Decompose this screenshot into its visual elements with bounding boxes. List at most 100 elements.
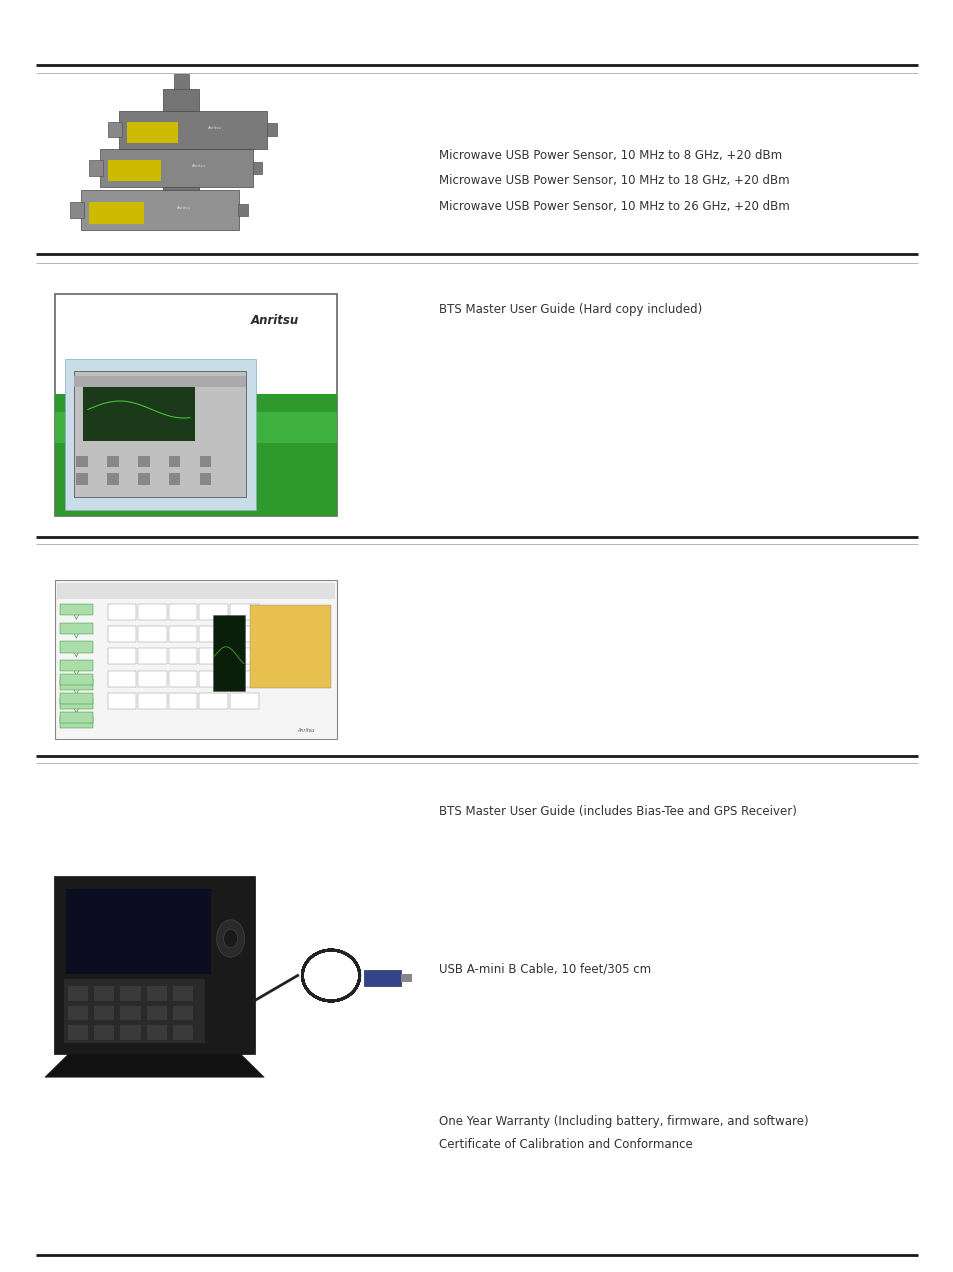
Text: Microwave USB Power Sensor, 10 MHz to 26 GHz, +20 dBm: Microwave USB Power Sensor, 10 MHz to 26… (438, 200, 789, 212)
Bar (55, 580, 336, 739)
Bar (57, 583, 335, 599)
Bar (199, 649, 228, 664)
Bar (169, 649, 197, 664)
Bar (400, 974, 412, 982)
Bar (74, 371, 246, 497)
Bar (169, 670, 197, 687)
Bar (69, 1025, 89, 1039)
Text: Microwave USB Power Sensor, 10 MHz to 18 GHz, +20 dBm: Microwave USB Power Sensor, 10 MHz to 18… (438, 174, 789, 187)
Text: Anritsu: Anritsu (173, 113, 189, 117)
Bar (119, 111, 267, 149)
Text: Anritsu: Anritsu (176, 206, 191, 210)
Bar (65, 979, 204, 1043)
Bar (173, 74, 189, 89)
Bar (120, 986, 140, 1001)
Bar (230, 604, 258, 619)
Bar (172, 986, 193, 1001)
Bar (83, 384, 194, 440)
Bar (169, 473, 180, 485)
Bar (69, 1006, 89, 1020)
Bar (76, 455, 88, 467)
Bar (108, 670, 136, 687)
Bar (100, 149, 253, 187)
Bar (60, 712, 93, 722)
Bar (70, 202, 84, 218)
Bar (94, 986, 114, 1001)
Bar (52, 88, 357, 238)
Bar (55, 412, 336, 443)
Bar (199, 626, 228, 642)
Bar (60, 641, 93, 653)
Bar (147, 1006, 167, 1020)
Bar (60, 660, 93, 672)
Bar (108, 649, 136, 664)
Bar (127, 122, 178, 144)
Bar (89, 202, 144, 224)
Bar (169, 626, 197, 642)
Circle shape (223, 929, 237, 948)
Bar (172, 1006, 193, 1020)
Bar (108, 626, 136, 642)
Bar (60, 679, 93, 689)
Bar (172, 1025, 193, 1039)
Bar (213, 614, 245, 692)
Bar (138, 649, 167, 664)
Bar (60, 693, 93, 705)
Bar (238, 204, 248, 216)
Bar (108, 160, 161, 181)
Text: Anritsu: Anritsu (251, 314, 298, 327)
Bar (199, 693, 228, 709)
Bar (54, 876, 254, 1053)
Bar (138, 473, 150, 485)
Bar (74, 377, 246, 387)
Bar (199, 604, 228, 619)
Bar (60, 674, 93, 684)
Text: One Year Warranty (Including battery, firmware, and software): One Year Warranty (Including battery, fi… (438, 1116, 807, 1128)
Bar (169, 693, 197, 709)
Bar (81, 190, 238, 230)
Text: Microwave USB Power Sensor, 10 MHz to 8 GHz, +20 dBm: Microwave USB Power Sensor, 10 MHz to 8 … (438, 149, 781, 162)
Bar (138, 670, 167, 687)
Text: Anritsu: Anritsu (208, 126, 222, 130)
Bar (138, 604, 167, 619)
Bar (199, 455, 211, 467)
Text: Certificate of Calibration and Conformance: Certificate of Calibration and Conforman… (438, 1138, 692, 1151)
Bar (60, 623, 93, 633)
Bar (40, 824, 402, 1085)
Bar (108, 604, 136, 619)
Bar (199, 473, 211, 485)
Bar (138, 455, 150, 467)
Bar (147, 1025, 167, 1039)
Bar (55, 394, 336, 516)
Bar (147, 986, 167, 1001)
Bar (120, 1025, 140, 1039)
Text: BTS Master User Guide (includes Bias-Tee and GPS Receiver): BTS Master User Guide (includes Bias-Tee… (438, 805, 796, 818)
Bar (65, 359, 255, 510)
Bar (169, 604, 197, 619)
Bar (138, 693, 167, 709)
Text: BTS Master User Guide (Hard copy included): BTS Master User Guide (Hard copy include… (438, 303, 701, 315)
Bar (108, 693, 136, 709)
Text: Anritsu: Anritsu (193, 164, 206, 168)
Bar (166, 155, 192, 178)
Bar (60, 697, 93, 709)
Bar (69, 986, 89, 1001)
Bar (230, 626, 258, 642)
Bar (138, 626, 167, 642)
Bar (107, 473, 118, 485)
Bar (60, 716, 93, 728)
Polygon shape (45, 1053, 264, 1077)
Text: USB A-mini B Cable, 10 feet/305 cm: USB A-mini B Cable, 10 feet/305 cm (438, 963, 650, 976)
Bar (250, 605, 331, 688)
Bar (364, 971, 400, 986)
Bar (55, 294, 336, 516)
Bar (107, 455, 118, 467)
Bar (163, 89, 199, 193)
Bar (230, 649, 258, 664)
Bar (230, 670, 258, 687)
Bar (169, 455, 180, 467)
Bar (89, 160, 103, 176)
Bar (108, 122, 122, 137)
Bar (230, 693, 258, 709)
Bar (67, 889, 211, 974)
